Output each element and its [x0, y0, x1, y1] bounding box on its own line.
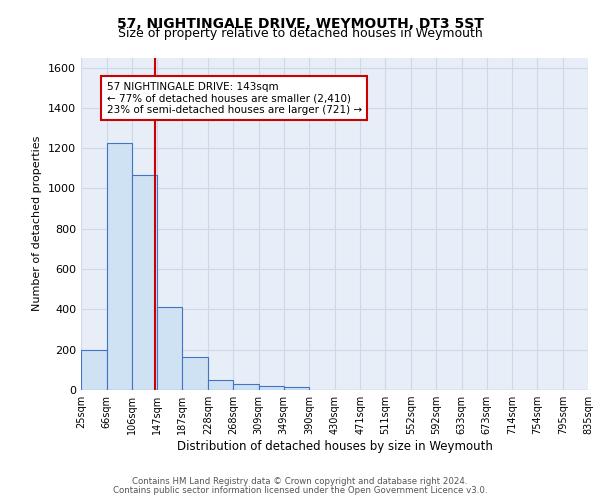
Bar [81, 350, 107, 390]
Text: Size of property relative to detached houses in Weymouth: Size of property relative to detached ho… [118, 28, 482, 40]
Bar [182, 357, 208, 390]
Bar [284, 387, 310, 390]
Bar [233, 384, 259, 390]
Text: 57 NIGHTINGALE DRIVE: 143sqm
← 77% of detached houses are smaller (2,410)
23% of: 57 NIGHTINGALE DRIVE: 143sqm ← 77% of de… [107, 82, 362, 115]
Text: Contains public sector information licensed under the Open Government Licence v3: Contains public sector information licen… [113, 486, 487, 495]
Text: Contains HM Land Registry data © Crown copyright and database right 2024.: Contains HM Land Registry data © Crown c… [132, 477, 468, 486]
Bar [208, 380, 233, 390]
X-axis label: Distribution of detached houses by size in Weymouth: Distribution of detached houses by size … [176, 440, 493, 453]
Y-axis label: Number of detached properties: Number of detached properties [32, 136, 43, 312]
Bar [157, 308, 182, 390]
Text: 57, NIGHTINGALE DRIVE, WEYMOUTH, DT3 5ST: 57, NIGHTINGALE DRIVE, WEYMOUTH, DT3 5ST [116, 18, 484, 32]
Bar [259, 386, 284, 390]
Bar [107, 143, 132, 390]
Bar [132, 176, 157, 390]
